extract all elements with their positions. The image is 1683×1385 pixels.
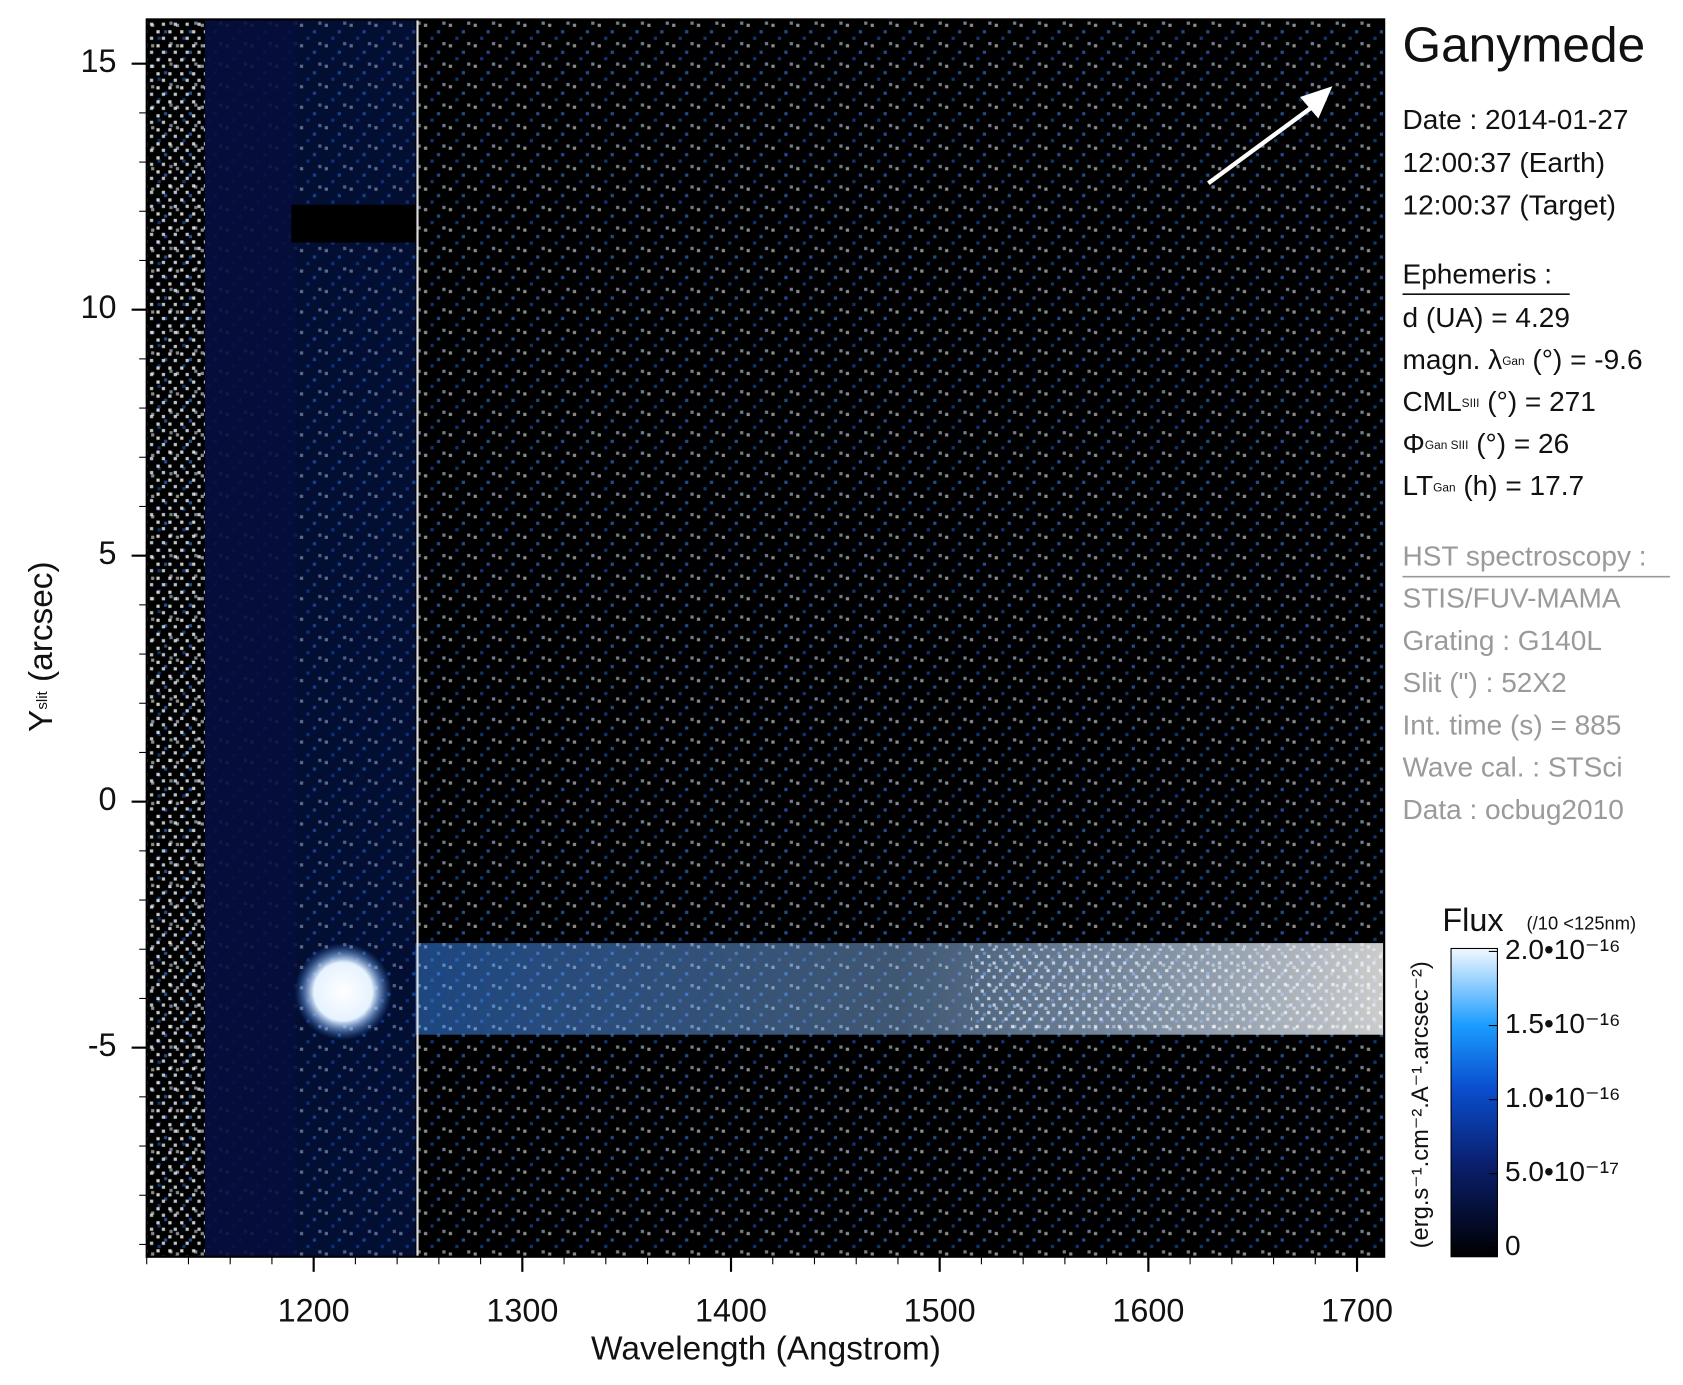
instrument-item: STIS/FUV-MAMA <box>1403 583 1621 614</box>
colorbar-tick-label: 1.0•10⁻¹⁶ <box>1505 1082 1621 1113</box>
ephemeris-item: d (UA) = 4.29 <box>1403 303 1570 334</box>
ephemeris-sub: Gan <box>1502 354 1524 368</box>
colorbar-note: (/10 <125nm) <box>1527 913 1637 934</box>
colorbar <box>1450 947 1498 1258</box>
ephemeris-label: LT <box>1403 471 1434 502</box>
y-tick-label: 5 <box>99 535 117 571</box>
ephemeris-item: ΦGan SIII (°) = 26 <box>1403 429 1570 460</box>
x-axis-label: Wavelength (Angstrom) <box>591 1330 941 1367</box>
ephemeris-rest: (°) = 26 <box>1468 429 1569 460</box>
ephemeris-item: CMLSIII (°) = 271 <box>1403 387 1596 418</box>
date-line: 12:00:37 (Earth) <box>1403 147 1606 178</box>
colorbar-tick-label: 1.5•10⁻¹⁶ <box>1505 1008 1621 1039</box>
colorbar-tick-label: 0 <box>1505 1230 1521 1261</box>
instrument-item: Slit (") : 52X2 <box>1403 667 1567 698</box>
colorbar-label: (erg.s⁻¹.cm⁻².A⁻¹.arcsec⁻²) <box>1408 961 1434 1248</box>
y-tick-label: -5 <box>88 1027 117 1063</box>
chart-title: Ganymede <box>1403 17 1646 73</box>
instrument-heading: HST spectroscopy : <box>1403 541 1647 572</box>
x-tick-label: 1300 <box>486 1292 558 1328</box>
x-tick-label: 1600 <box>1112 1292 1184 1328</box>
spectral-image <box>146 19 1385 1257</box>
date-line: Date : 2014-01-27 <box>1403 104 1629 135</box>
y-label-rest: (arcsec) <box>23 561 60 691</box>
ephemeris-item: LTGan (h) = 17.7 <box>1403 471 1585 502</box>
plot-frame <box>145 18 1386 1258</box>
y-axis-label: Yslit (arcsec) <box>23 561 60 732</box>
ephemeris-item: magn. λGan (°) = -9.6 <box>1403 345 1643 376</box>
ephemeris-sub: Gan SIII <box>1425 438 1469 452</box>
x-tick-label: 1500 <box>904 1292 976 1328</box>
ephemeris-label: magn. λ <box>1403 345 1503 376</box>
instrument-item: Grating : G140L <box>1403 625 1602 656</box>
y-label-main: Y <box>23 710 60 732</box>
x-tick-label: 1200 <box>278 1292 350 1328</box>
instrument-item: Wave cal. : STSci <box>1403 752 1623 783</box>
colorbar-tick-label: 2.0•10⁻¹⁶ <box>1505 934 1621 965</box>
y-tick-label: 0 <box>99 781 117 817</box>
colorbar-tick-label: 5.0•10⁻¹⁷ <box>1505 1156 1619 1187</box>
ephemeris-sub: SIII <box>1462 396 1480 410</box>
ephemeris-rest: (°) = 271 <box>1479 387 1595 418</box>
ephemeris-label: Φ <box>1403 429 1425 460</box>
y-tick-label: 15 <box>81 43 117 79</box>
ephemeris-sub: Gan <box>1433 480 1455 494</box>
instrument-item: Data : ocbug2010 <box>1403 794 1624 825</box>
ephemeris-heading: Ephemeris : <box>1403 258 1553 289</box>
y-label-sub: slit <box>34 690 51 709</box>
instrument-item: Int. time (s) = 885 <box>1403 710 1622 741</box>
x-tick-label: 1700 <box>1321 1292 1393 1328</box>
ephemeris-label: CML <box>1403 387 1462 418</box>
date-line: 12:00:37 (Target) <box>1403 189 1616 220</box>
x-tick-label: 1400 <box>695 1292 767 1328</box>
ephemeris-rest: (h) = 17.7 <box>1456 471 1585 502</box>
colorbar-title: Flux <box>1442 902 1503 938</box>
ephemeris-label: d (UA) = 4.29 <box>1403 303 1570 334</box>
y-tick-label: 10 <box>81 289 117 325</box>
ephemeris-rest: (°) = -9.6 <box>1525 345 1643 376</box>
